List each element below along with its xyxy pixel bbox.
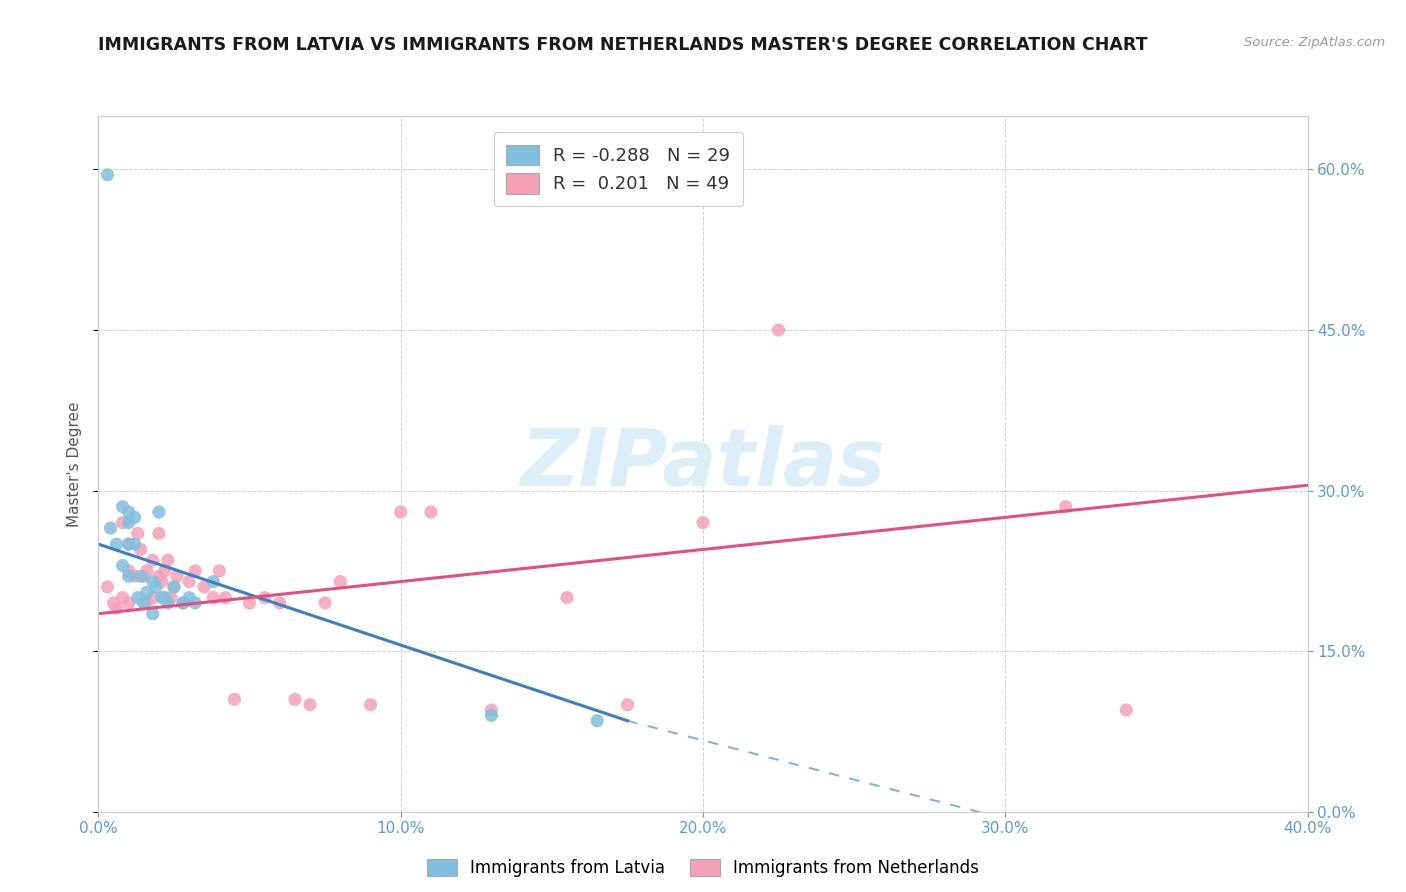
Point — [118, 537, 141, 551]
Point — [150, 591, 173, 605]
Y-axis label: Master's Degree: Master's Degree — [67, 401, 83, 526]
Point — [193, 580, 215, 594]
Point — [314, 596, 336, 610]
Point — [96, 580, 118, 594]
Point — [118, 516, 141, 530]
Point — [105, 601, 128, 615]
Text: ZIPatlas: ZIPatlas — [520, 425, 886, 503]
Point — [163, 580, 186, 594]
Point — [166, 569, 188, 583]
Point — [284, 692, 307, 706]
Point — [124, 537, 146, 551]
Legend: Immigrants from Latvia, Immigrants from Netherlands: Immigrants from Latvia, Immigrants from … — [420, 852, 986, 883]
Point — [142, 553, 165, 567]
Point — [184, 564, 207, 578]
Point — [103, 596, 125, 610]
Point — [156, 596, 179, 610]
Point — [153, 591, 176, 605]
Point — [118, 564, 141, 578]
Point — [135, 564, 157, 578]
Point — [129, 542, 152, 557]
Point — [118, 537, 141, 551]
Point — [1054, 500, 1077, 514]
Point — [202, 574, 225, 589]
Point — [269, 596, 291, 610]
Point — [96, 168, 118, 182]
Point — [150, 574, 173, 589]
Point — [142, 607, 165, 621]
Point — [389, 505, 412, 519]
Point — [148, 505, 170, 519]
Point — [111, 558, 134, 573]
Point — [360, 698, 382, 712]
Point — [481, 708, 503, 723]
Point — [329, 574, 352, 589]
Point — [481, 703, 503, 717]
Point — [111, 516, 134, 530]
Point — [616, 698, 638, 712]
Point — [100, 521, 122, 535]
Point — [145, 580, 167, 594]
Point — [142, 591, 165, 605]
Point — [129, 569, 152, 583]
Point — [127, 591, 149, 605]
Point — [224, 692, 246, 706]
Point — [768, 323, 790, 337]
Point — [179, 574, 201, 589]
Point — [118, 569, 141, 583]
Point — [239, 596, 262, 610]
Point — [692, 516, 714, 530]
Point — [132, 569, 155, 583]
Point — [179, 591, 201, 605]
Point — [586, 714, 609, 728]
Point — [148, 569, 170, 583]
Point — [124, 510, 146, 524]
Point — [148, 526, 170, 541]
Point — [135, 585, 157, 599]
Point — [163, 580, 186, 594]
Point — [184, 596, 207, 610]
Point — [214, 591, 236, 605]
Point — [111, 500, 134, 514]
Point — [253, 591, 276, 605]
Point — [160, 591, 183, 605]
Text: Source: ZipAtlas.com: Source: ZipAtlas.com — [1244, 36, 1385, 49]
Text: IMMIGRANTS FROM LATVIA VS IMMIGRANTS FROM NETHERLANDS MASTER'S DEGREE CORRELATIO: IMMIGRANTS FROM LATVIA VS IMMIGRANTS FRO… — [98, 36, 1147, 54]
Point — [420, 505, 443, 519]
Point — [132, 596, 155, 610]
Point — [111, 591, 134, 605]
Point — [105, 537, 128, 551]
Point — [124, 569, 146, 583]
Point — [172, 596, 194, 610]
Point — [118, 596, 141, 610]
Point — [118, 505, 141, 519]
Point — [153, 564, 176, 578]
Point — [299, 698, 322, 712]
Point — [1115, 703, 1137, 717]
Point — [172, 596, 194, 610]
Point — [156, 553, 179, 567]
Point — [135, 596, 157, 610]
Point — [202, 591, 225, 605]
Point — [142, 574, 165, 589]
Point — [127, 526, 149, 541]
Point — [208, 564, 231, 578]
Point — [555, 591, 578, 605]
